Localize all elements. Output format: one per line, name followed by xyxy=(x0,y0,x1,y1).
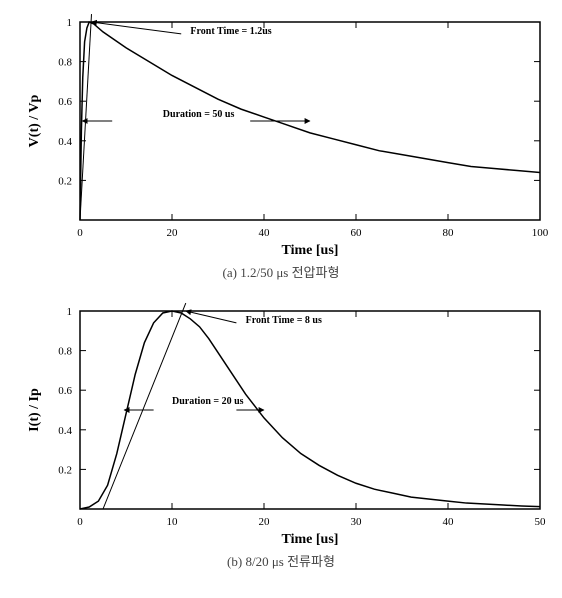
svg-text:Duration = 50 us: Duration = 50 us xyxy=(163,109,235,120)
svg-text:0: 0 xyxy=(77,227,83,239)
svg-text:Front Time = 1.2us: Front Time = 1.2us xyxy=(190,26,271,37)
chart-b: 0 10 20 30 40 50 0.2 0.4 0.6 0.8 1 Time [us] I(t) / … xyxy=(10,299,552,549)
svg-text:I(t) / Ip: I(t) / Ip xyxy=(27,388,42,432)
svg-text:Time [us]: Time [us] xyxy=(282,243,339,258)
svg-text:Duration = 20 us: Duration = 20 us xyxy=(172,396,244,407)
svg-text:0.2: 0.2 xyxy=(58,464,72,476)
svg-text:0.2: 0.2 xyxy=(58,175,72,187)
figure-container: 0204060801000.20.40.60.81Time [us]V(t) /… xyxy=(10,10,552,570)
svg-text:20: 20 xyxy=(259,516,271,528)
svg-text:10: 10 xyxy=(167,516,179,528)
svg-text:Front Time = 8 us: Front Time = 8 us xyxy=(246,315,322,326)
svg-text:1: 1 xyxy=(67,17,73,29)
svg-text:0.6: 0.6 xyxy=(58,385,72,397)
svg-text:0.4: 0.4 xyxy=(58,136,72,148)
svg-text:1: 1 xyxy=(67,306,73,318)
svg-text:0: 0 xyxy=(77,516,83,528)
chart-a: 0 20 40 60 80 100 0.2 0.4 0.6 0.8 1 Time [us] V(t) /… xyxy=(10,10,552,260)
svg-text:40: 40 xyxy=(259,227,271,239)
svg-text:80: 80 xyxy=(443,227,455,239)
svg-text:0.6: 0.6 xyxy=(58,96,72,108)
caption-a: (a) 1.2/50 μs 전압파형 xyxy=(10,262,552,281)
svg-text:40: 40 xyxy=(443,516,455,528)
svg-text:0.8: 0.8 xyxy=(58,57,72,69)
svg-text:Time [us]: Time [us] xyxy=(282,532,339,547)
svg-text:0.8: 0.8 xyxy=(58,346,72,358)
svg-text:60: 60 xyxy=(351,227,363,239)
caption-b: (b) 8/20 μs 전류파형 xyxy=(10,551,552,570)
panel-b: 0 10 20 30 40 50 0.2 0.4 0.6 0.8 1 Time [us] I(t) / … xyxy=(10,299,552,570)
panel-a: 0 20 40 60 80 100 0.2 0.4 0.6 0.8 1 Time [us] V(t) /… xyxy=(10,10,552,281)
svg-text:20: 20 xyxy=(167,227,179,239)
svg-text:0.4: 0.4 xyxy=(58,425,72,437)
svg-text:30: 30 xyxy=(351,516,363,528)
svg-text:V(t) / Vp: V(t) / Vp xyxy=(27,94,42,147)
svg-text:50: 50 xyxy=(535,516,547,528)
svg-text:100: 100 xyxy=(532,227,549,239)
